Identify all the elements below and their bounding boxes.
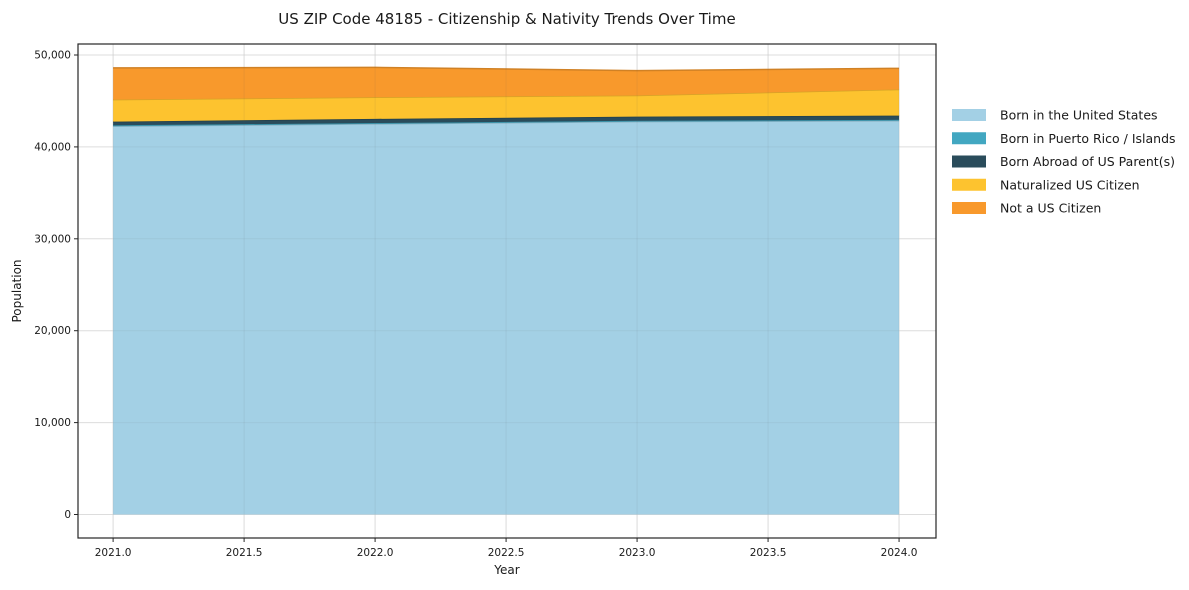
area-edge-not-a-us-citizen (113, 66, 900, 72)
legend-label: Not a US Citizen (1000, 201, 1101, 216)
stacked-area-series (113, 66, 900, 515)
legend-swatch (952, 202, 986, 214)
chart-title: US ZIP Code 48185 - Citizenship & Nativi… (278, 10, 735, 28)
y-tick-label: 10,000 (34, 417, 71, 429)
legend-item-born-in-the-united-states: Born in the United States (952, 108, 1158, 123)
axis-ticks: 2021.0 2021.5 2022.0 2022.5 2023.0 2023.5 2024… (34, 50, 917, 559)
legend-swatch (952, 155, 986, 168)
x-axis-title: Year (493, 563, 519, 577)
x-tick-label: 2024.0 (881, 547, 918, 559)
area-naturalized-us-citizen (113, 89, 900, 122)
y-tick-label: 20,000 (34, 325, 71, 337)
x-tick-label: 2022.0 (357, 547, 394, 559)
legend-swatch (952, 109, 986, 121)
legend-item-born-in-puerto-rico-islands: Born in Puerto Rico / Islands (952, 131, 1176, 146)
y-tick-label: 50,000 (34, 50, 71, 62)
gridlines-overlay (78, 44, 936, 538)
legend-item-not-a-us-citizen: Not a US Citizen (952, 201, 1101, 216)
legend-swatch (952, 132, 986, 145)
x-tick-label: 2023.0 (619, 547, 656, 559)
x-tick-label: 2021.5 (226, 547, 263, 559)
area-not-a-us-citizen (113, 67, 900, 100)
x-tick-label: 2022.5 (488, 547, 525, 559)
area-born-abroad-of-us-parent-s (113, 115, 900, 126)
legend: Born in the United States Born in Puerto … (952, 108, 1176, 216)
x-tick-label: 2023.5 (750, 547, 787, 559)
legend-label: Born in the United States (1000, 108, 1158, 123)
x-tick-label: 2021.0 (95, 547, 132, 559)
plot-border (77, 43, 937, 539)
legend-item-born-abroad-of-us-parent-s: Born Abroad of US Parent(s) (952, 154, 1175, 169)
y-axis-title: Population (10, 259, 24, 322)
y-tick-label: 30,000 (34, 233, 71, 245)
legend-label: Born Abroad of US Parent(s) (1000, 154, 1175, 169)
legend-label: Naturalized US Citizen (1000, 177, 1140, 192)
legend-item-naturalized-us-citizen: Naturalized US Citizen (952, 177, 1140, 192)
y-tick-label: 40,000 (34, 141, 71, 153)
area-born-in-puerto-rico-islands (113, 119, 900, 127)
legend-label: Born in Puerto Rico / Islands (1000, 131, 1176, 146)
y-tick-label: 0 (64, 509, 71, 521)
area-born-in-the-united-states (113, 120, 900, 515)
legend-swatch (952, 178, 986, 191)
